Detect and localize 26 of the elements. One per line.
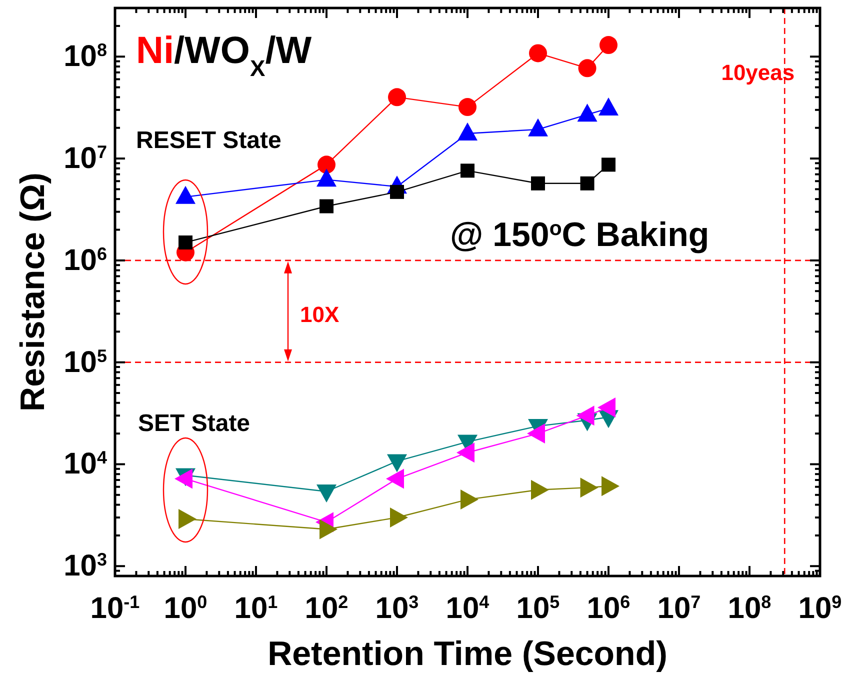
x-tick-label: 10$^{7}$	[657, 592, 701, 625]
annotation: SET State	[138, 410, 250, 437]
annotation: Ni	[136, 30, 174, 72]
x-axis-title: Retention Time (Second)	[268, 635, 668, 673]
y-tick-label: 10$^{5}$	[64, 346, 107, 379]
x-tick-label: 10$^{6}$	[586, 592, 630, 625]
annotation: /WO$_{X}$/W	[174, 30, 312, 81]
x-tick-label: 10$^{3}$	[375, 592, 419, 625]
annotation: 10X	[300, 302, 340, 327]
ref-line-label: 10yeas	[721, 60, 795, 85]
x-tick-label: 10$^{0}$	[164, 592, 208, 625]
y-tick-label: 10$^{3}$	[64, 550, 107, 583]
x-tick-label: 10$^{-1}$	[90, 592, 140, 625]
annotation: @ 150$^{o}$C Baking	[450, 216, 710, 254]
annotation: RESET State	[136, 127, 282, 154]
x-tick-label: 10$^{4}$	[446, 592, 490, 625]
y-tick-label: 10$^{6}$	[64, 244, 107, 277]
y-tick-label: 10$^{4}$	[64, 448, 107, 481]
x-tick-label: 10$^{8}$	[728, 592, 772, 625]
y-tick-label: 10$^{7}$	[64, 142, 107, 176]
y-tick-label: 10$^{8}$	[64, 40, 107, 74]
x-tick-label: 10$^{1}$	[234, 592, 278, 625]
x-tick-label: 10$^{5}$	[516, 592, 560, 625]
x-tick-label: 10$^{9}$	[798, 592, 842, 625]
x-tick-label: 10$^{2}$	[304, 592, 348, 625]
y-axis-title: Resistance (Ω)	[14, 172, 52, 412]
